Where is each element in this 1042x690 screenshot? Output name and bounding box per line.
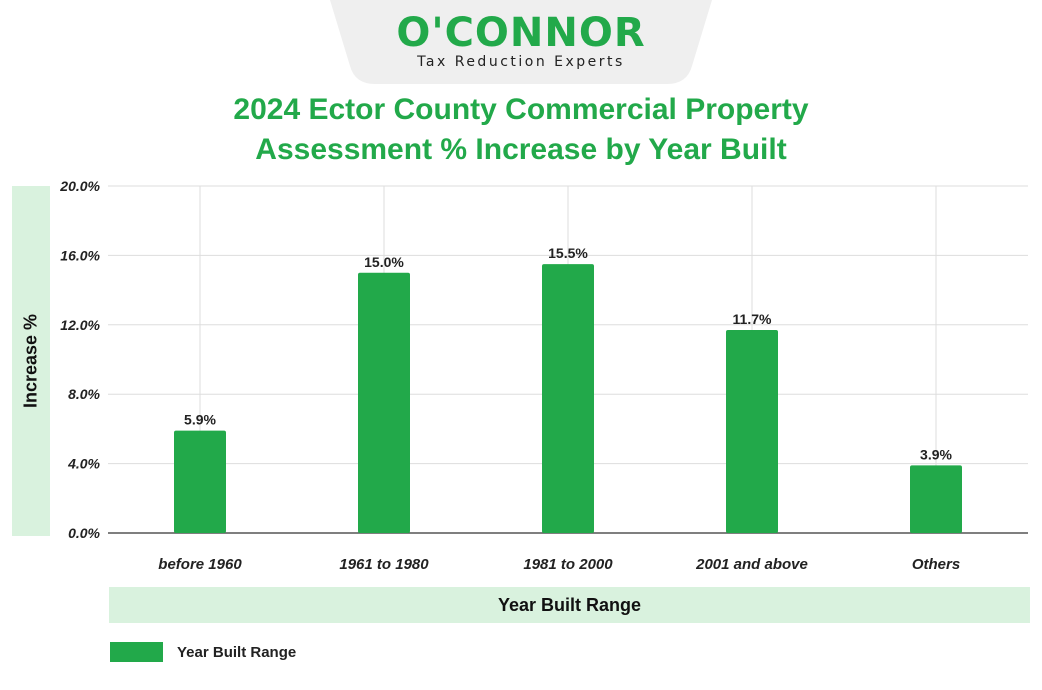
y-tick-label: 8.0% xyxy=(68,386,100,402)
bar xyxy=(726,330,778,533)
y-tick-label: 12.0% xyxy=(60,317,100,333)
data-label: 15.5% xyxy=(548,245,588,261)
x-tick-label: 2001 and above xyxy=(695,556,808,573)
chart-title-line2: Assessment % Increase by Year Built xyxy=(255,133,787,166)
logo-tab-shape xyxy=(330,0,712,84)
x-axis-label-band: Year Built Range xyxy=(109,587,1030,623)
labels: 0.0% 4.0% 8.0% 12.0% 16.0% 20.0% 5.9% before 19… xyxy=(59,178,960,573)
x-tick-label: Others xyxy=(912,556,960,573)
bar xyxy=(358,272,410,533)
y-tick-label: 20.0% xyxy=(59,178,100,194)
x-axis-label: Year Built Range xyxy=(497,594,642,615)
bar xyxy=(542,264,594,533)
x-tick-label: 1981 to 2000 xyxy=(523,556,613,573)
data-label: 3.9% xyxy=(920,446,952,462)
x-tick-label: before 1960 xyxy=(158,556,242,573)
y-tick-label: 4.0% xyxy=(67,456,100,472)
legend-swatch xyxy=(110,642,163,662)
bars xyxy=(174,264,962,533)
chart-title: 2024 Ector County Commercial Property As… xyxy=(0,90,1042,170)
legend-label: Year Built Range xyxy=(177,643,297,661)
data-label: 15.0% xyxy=(364,254,404,270)
y-tick-label: 16.0% xyxy=(60,247,100,263)
bar xyxy=(910,465,962,533)
logo-wordmark: O'CONNOR xyxy=(396,10,646,56)
chart-title-line1: 2024 Ector County Commercial Property xyxy=(233,93,809,126)
logo: O'CONNOR Tax Reduction Experts xyxy=(330,0,712,84)
y-axis-label-band xyxy=(12,186,50,536)
legend: Year Built Range xyxy=(110,642,296,662)
bar xyxy=(174,430,226,533)
y-tick-label: 0.0% xyxy=(68,525,100,541)
x-tick-label: 1961 to 1980 xyxy=(339,556,429,573)
logo-tagline: Tax Reduction Experts xyxy=(417,54,625,70)
data-label: 11.7% xyxy=(733,311,772,327)
data-label: 5.9% xyxy=(184,412,216,428)
